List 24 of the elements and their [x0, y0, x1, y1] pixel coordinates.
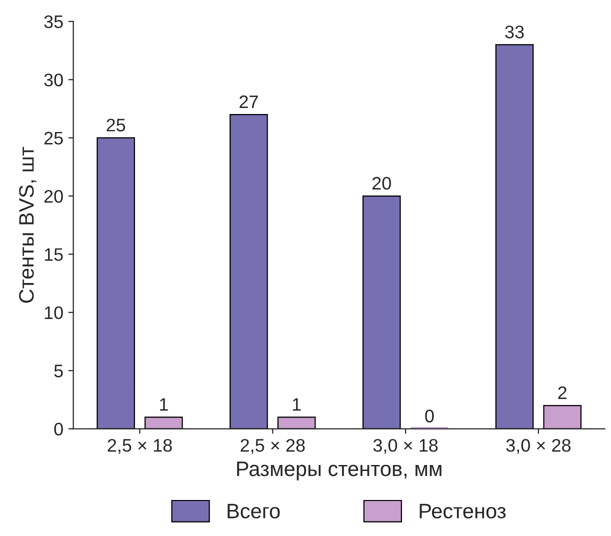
- y-tick-label: 35: [44, 15, 63, 28]
- x-tick-label: 3,0 × 28: [506, 439, 571, 454]
- y-axis-title: Стенты BVS, шт: [19, 146, 36, 303]
- data-label: 25: [106, 118, 126, 132]
- data-label: 27: [240, 95, 258, 108]
- x-tick-label: 2,5 × 18: [108, 439, 172, 454]
- y-tick-label: 10: [44, 306, 63, 320]
- y-tick-label: 5: [54, 364, 63, 378]
- x-axis-title: Размеры стентов, мм: [237, 462, 442, 480]
- y-tick-label: 15: [44, 248, 63, 261]
- x-tick-label: 3,0 × 18: [373, 439, 438, 454]
- data-label: 1: [292, 398, 301, 411]
- y-tick-label: 30: [44, 74, 63, 86]
- data-label: 33: [505, 26, 524, 38]
- data-label: 1: [160, 398, 168, 411]
- legend-label: Всего: [228, 504, 280, 518]
- data-label: 20: [372, 176, 391, 190]
- x-tick-label: 2,5 × 28: [240, 439, 305, 454]
- legend-label: Рестеноз: [420, 504, 506, 518]
- data-label: 0: [425, 410, 434, 422]
- data-label: 2: [558, 386, 566, 399]
- y-tick-label: 25: [44, 132, 63, 145]
- y-tick-label: 0: [54, 422, 63, 436]
- y-tick-label: 20: [44, 190, 63, 203]
